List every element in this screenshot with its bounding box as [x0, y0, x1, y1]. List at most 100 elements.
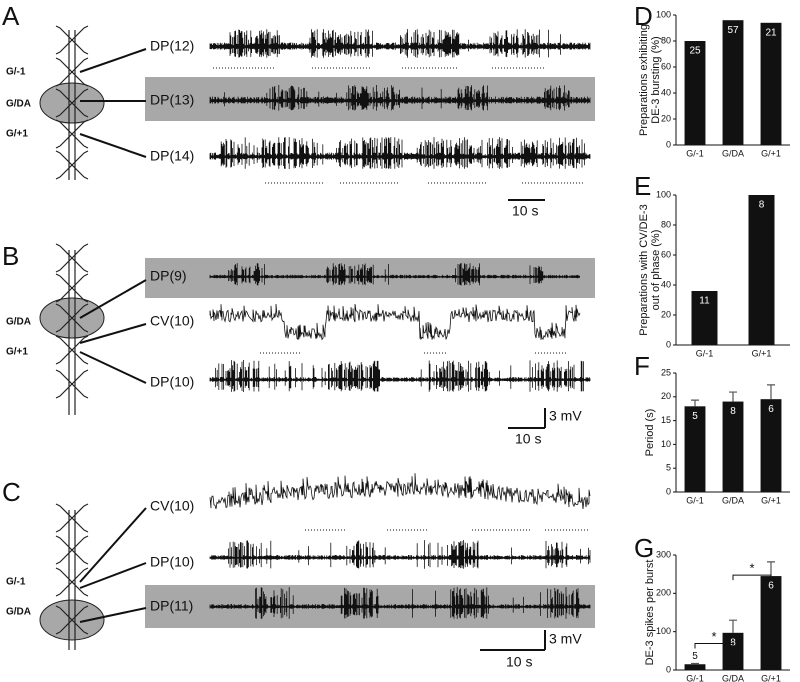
error-bar [767, 561, 775, 577]
trace-label: CV(10) [150, 313, 194, 329]
error-bar [691, 399, 699, 407]
bar [722, 632, 744, 670]
y-tick-label: 0 [666, 339, 671, 349]
n-label: 6 [768, 581, 774, 592]
trace-label: DP(14) [150, 148, 194, 164]
bar [760, 22, 782, 145]
scale-label: 3 mV [549, 631, 582, 647]
y-axis-label: out of phase (%) [650, 230, 662, 311]
error-bar [729, 619, 737, 633]
bar [684, 664, 706, 670]
panel-label: F [634, 351, 650, 381]
ganglion-label: G/+1 [6, 347, 28, 358]
y-tick-label: 25 [661, 367, 671, 377]
n-label: 6 [768, 404, 774, 415]
n-label: 8 [730, 406, 736, 417]
y-tick-label: 40 [661, 87, 671, 97]
bar [760, 399, 782, 492]
trace-label: DP(13) [150, 92, 194, 108]
n-label: 5 [692, 651, 698, 662]
n-label: 21 [765, 27, 777, 38]
ganglion-label: G/+1 [6, 129, 28, 140]
trace-label: DP(10) [150, 554, 194, 570]
ganglion-label: G/-1 [6, 577, 26, 588]
significance-bracket [732, 574, 772, 581]
y-tick-label: 5 [666, 463, 671, 473]
y-axis-label: DE-3 spikes per burst [644, 560, 656, 666]
x-tick-label: G/-1 [686, 673, 704, 682]
bar [684, 41, 706, 145]
trace [209, 137, 591, 169]
y-tick-label: 300 [656, 549, 671, 559]
y-axis-label: Preparations with CV/DE-3 [638, 204, 650, 335]
n-label: 8 [759, 200, 765, 211]
x-tick-label: G/DA [722, 148, 744, 158]
x-tick-label: G/+1 [761, 148, 781, 158]
trace [209, 360, 591, 392]
scale-label: 10 s [515, 431, 541, 447]
nerve-cord [55, 25, 89, 180]
y-tick-label: 100 [656, 9, 671, 19]
panel-label: C [2, 477, 21, 507]
y-axis-label: DE-3 bursting (%) [650, 36, 662, 123]
x-tick-label: G/-1 [686, 495, 704, 505]
bar [748, 195, 775, 345]
trace [209, 29, 591, 58]
x-tick-label: G/DA [722, 673, 744, 682]
nerve-cord [55, 503, 89, 650]
trace [209, 263, 580, 286]
trace [209, 303, 581, 341]
panel-label: B [2, 241, 19, 271]
bar [760, 576, 782, 670]
trace-label: DP(9) [150, 268, 187, 284]
nerve-cord [55, 243, 89, 415]
y-tick-label: 100 [656, 626, 671, 636]
trace [209, 587, 591, 619]
x-tick-label: G/DA [722, 495, 744, 505]
error-bar [729, 391, 737, 402]
y-tick-label: 80 [661, 219, 671, 229]
trace [209, 540, 591, 569]
y-tick-label: 20 [661, 391, 671, 401]
ganglion-label: G/DA [6, 99, 31, 110]
y-tick-label: 60 [661, 61, 671, 71]
y-tick-label: 0 [666, 139, 671, 149]
x-tick-label: G/+1 [761, 673, 781, 682]
x-tick-label: G/+1 [752, 348, 772, 358]
y-tick-label: 0 [666, 664, 671, 674]
trace-label: DP(12) [150, 38, 194, 54]
y-tick-label: 40 [661, 279, 671, 289]
y-axis-label: Period (s) [644, 409, 656, 457]
ganglion-label: G/DA [6, 607, 31, 618]
scale-label: 10 s [506, 654, 532, 670]
y-tick-label: 60 [661, 249, 671, 259]
y-tick-label: 100 [656, 189, 671, 199]
ganglion-label: G/DA [6, 317, 31, 328]
x-tick-label: G/-1 [686, 148, 704, 158]
ganglion-label: G/-1 [6, 67, 26, 78]
y-tick-label: 15 [661, 415, 671, 425]
panel-label: D [634, 1, 653, 31]
y-tick-label: 20 [661, 113, 671, 123]
bar [684, 406, 706, 492]
bar [691, 291, 718, 345]
y-tick-label: 20 [661, 309, 671, 319]
significance-bracket [694, 642, 734, 649]
significance-label: * [711, 629, 716, 644]
y-tick-label: 0 [666, 486, 671, 496]
x-tick-label: G/-1 [696, 348, 714, 358]
error-bar [691, 662, 699, 665]
n-label: 8 [730, 637, 736, 648]
trace [209, 473, 591, 510]
n-label: 57 [727, 25, 739, 36]
y-axis-label: Preparations exhibiting [638, 24, 650, 136]
y-tick-label: 200 [656, 588, 671, 598]
y-tick-label: 80 [661, 35, 671, 45]
scale-label: 3 mV [549, 408, 582, 424]
n-label: 5 [692, 411, 698, 422]
significance-label: * [749, 561, 754, 576]
bar [722, 20, 744, 146]
trace [209, 85, 591, 111]
trace-label: DP(11) [150, 598, 193, 614]
